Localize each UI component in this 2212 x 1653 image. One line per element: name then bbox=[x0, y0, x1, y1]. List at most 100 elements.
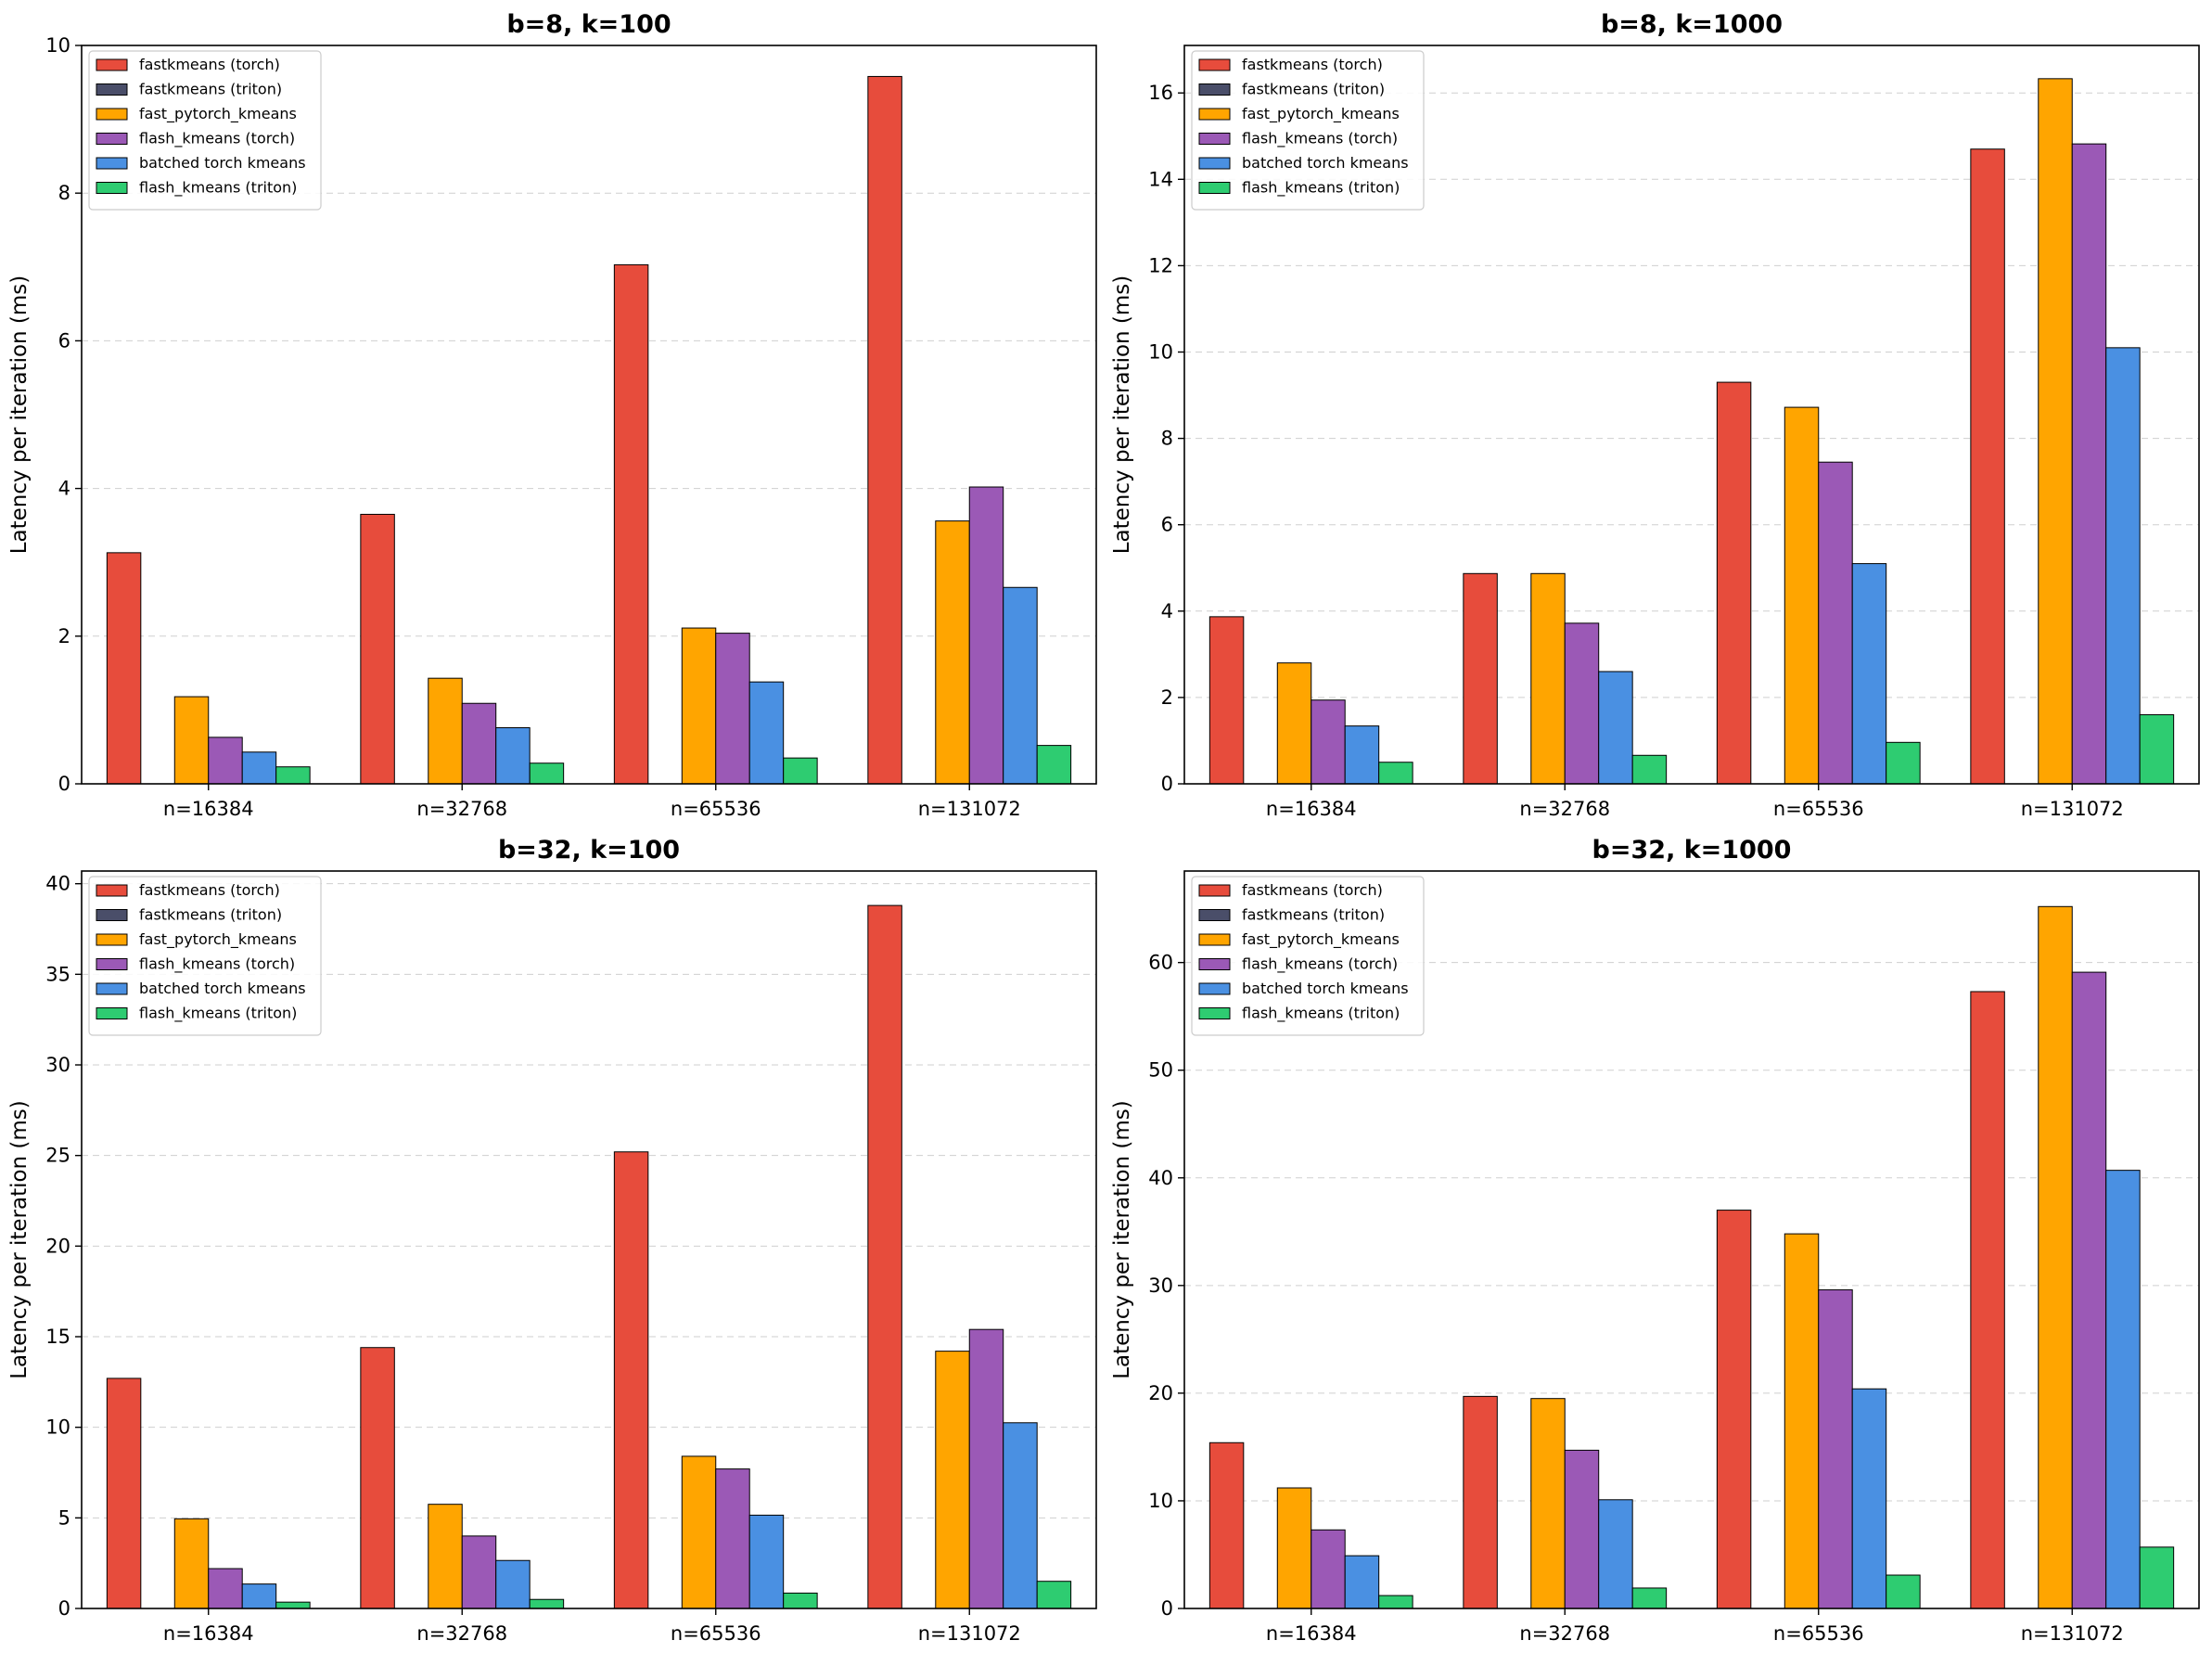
bar bbox=[867, 75, 902, 785]
bar bbox=[275, 766, 311, 785]
bar bbox=[241, 1583, 277, 1609]
chart-panel-3: 0 5 10 15 20 25 30 35 40 n=16384 n=32768 n=65536 n=1… bbox=[7, 836, 1097, 1645]
y-axis-label: Latency per iteration (ms) bbox=[7, 276, 32, 555]
legend-label: fast_pytorch_kmeans bbox=[139, 930, 297, 949]
y-tick-label: 50 bbox=[1148, 1059, 1173, 1082]
plot-frame bbox=[1183, 870, 2200, 1609]
y-tick-label: 16 bbox=[1148, 82, 1173, 104]
bar bbox=[1003, 586, 1038, 785]
bar bbox=[360, 513, 395, 785]
legend-swatch bbox=[1198, 182, 1231, 194]
legend-label: flash_kmeans (torch) bbox=[139, 955, 295, 974]
bar bbox=[1784, 406, 1820, 785]
y-tick-label: 4 bbox=[1161, 600, 1173, 622]
y-axis-label: Latency per iteration (ms) bbox=[1110, 1100, 1134, 1379]
bar bbox=[783, 1592, 818, 1609]
legend-swatch bbox=[1198, 933, 1231, 946]
y-tick-label: 10 bbox=[45, 34, 70, 57]
bar bbox=[1276, 662, 1312, 785]
y-tick-label: 0 bbox=[58, 1597, 70, 1620]
legend-swatch bbox=[96, 884, 128, 897]
y-tick-label: 20 bbox=[1148, 1382, 1173, 1404]
bar bbox=[1886, 1574, 1921, 1609]
bar bbox=[783, 757, 818, 785]
bar bbox=[968, 1328, 1004, 1609]
bar bbox=[1818, 461, 1853, 785]
legend-label: fastkmeans (triton) bbox=[139, 906, 282, 924]
bar bbox=[106, 1378, 142, 1609]
bar bbox=[2071, 143, 2107, 785]
bar bbox=[748, 681, 785, 785]
y-tick-label: 40 bbox=[45, 873, 70, 895]
legend-label: batched torch kmeans bbox=[1242, 154, 1409, 172]
legend-label: batched torch kmeans bbox=[139, 154, 306, 172]
bar bbox=[1886, 741, 1921, 785]
y-tick-label: 8 bbox=[58, 182, 70, 204]
bar bbox=[1564, 1449, 1600, 1609]
bar bbox=[1036, 745, 1072, 785]
bar bbox=[106, 552, 142, 785]
legend-swatch bbox=[1198, 133, 1231, 145]
legend-label: fastkmeans (triton) bbox=[1242, 81, 1385, 98]
legend-label: flash_kmeans (torch) bbox=[1242, 130, 1398, 148]
legend-label: batched torch kmeans bbox=[139, 980, 306, 997]
legend-swatch bbox=[96, 83, 128, 96]
x-tick-label: n=16384 bbox=[1266, 1622, 1357, 1645]
y-tick-label: 60 bbox=[1148, 952, 1173, 974]
legend-swatch bbox=[96, 133, 128, 145]
x-tick-label: n=32768 bbox=[1519, 1622, 1610, 1645]
bar bbox=[173, 1518, 210, 1609]
bar bbox=[360, 1347, 395, 1609]
y-tick-label: 10 bbox=[45, 1416, 70, 1439]
x-tick-label: n=16384 bbox=[163, 1622, 254, 1645]
y-tick-label: 6 bbox=[1161, 514, 1173, 536]
bar bbox=[1311, 699, 1346, 785]
bar bbox=[748, 1514, 785, 1609]
y-tick-label: 35 bbox=[45, 963, 70, 985]
y-tick-label: 4 bbox=[58, 478, 70, 500]
legend-swatch bbox=[1198, 58, 1231, 71]
x-tick-label: n=131072 bbox=[918, 798, 1021, 820]
bar bbox=[1463, 572, 1498, 785]
bar bbox=[2139, 1546, 2175, 1609]
legend-label: fastkmeans (torch) bbox=[139, 56, 280, 73]
y-tick-label: 40 bbox=[1148, 1167, 1173, 1189]
y-tick-label: 2 bbox=[58, 625, 70, 647]
bar bbox=[173, 696, 210, 785]
bar bbox=[495, 1559, 531, 1609]
bar bbox=[968, 486, 1004, 785]
chart-panel-4: 0 10 20 30 40 50 60 n=16384 n=32768 n=65536 n=1310… bbox=[1110, 836, 2200, 1645]
bar bbox=[1631, 1587, 1668, 1609]
legend-swatch bbox=[96, 909, 128, 921]
bar bbox=[1564, 622, 1600, 785]
legend: fastkmeans (torch) fastkmeans (triton) fas… bbox=[1191, 876, 1425, 1036]
bar bbox=[428, 677, 463, 785]
legend-label: fast_pytorch_kmeans bbox=[1242, 105, 1400, 123]
bar bbox=[613, 263, 649, 785]
legend-swatch bbox=[1198, 884, 1231, 897]
legend-box bbox=[88, 50, 322, 211]
legend-label: fast_pytorch_kmeans bbox=[139, 105, 297, 123]
chart-panel-2: 0 2 4 6 8 10 12 14 16 n=16384 n=32768 n=65536 n=1310… bbox=[1110, 10, 2200, 820]
bar bbox=[2071, 971, 2107, 1609]
plot-frame bbox=[81, 45, 1097, 785]
y-tick-label: 14 bbox=[1148, 168, 1173, 190]
legend-swatch bbox=[96, 157, 128, 170]
y-tick-label: 12 bbox=[1148, 254, 1173, 276]
y-tick-label: 2 bbox=[1161, 686, 1173, 709]
legend-label: batched torch kmeans bbox=[1242, 980, 1409, 997]
plot-frame bbox=[81, 870, 1097, 1609]
legend-label: flash_kmeans (triton) bbox=[139, 179, 297, 198]
y-tick-label: 10 bbox=[1148, 341, 1173, 364]
chart-title: b=32, k=1000 bbox=[1592, 836, 1792, 865]
x-tick-label: n=131072 bbox=[2021, 1622, 2124, 1645]
bar bbox=[1208, 1442, 1245, 1609]
bar bbox=[1378, 762, 1413, 785]
x-tick-label: n=131072 bbox=[918, 1622, 1021, 1645]
bar bbox=[1716, 381, 1752, 785]
chart-title: b=32, k=100 bbox=[498, 836, 680, 865]
legend-swatch bbox=[1198, 958, 1231, 970]
bar bbox=[681, 627, 717, 785]
bar bbox=[1598, 1499, 1633, 1609]
bar bbox=[1378, 1595, 1413, 1609]
